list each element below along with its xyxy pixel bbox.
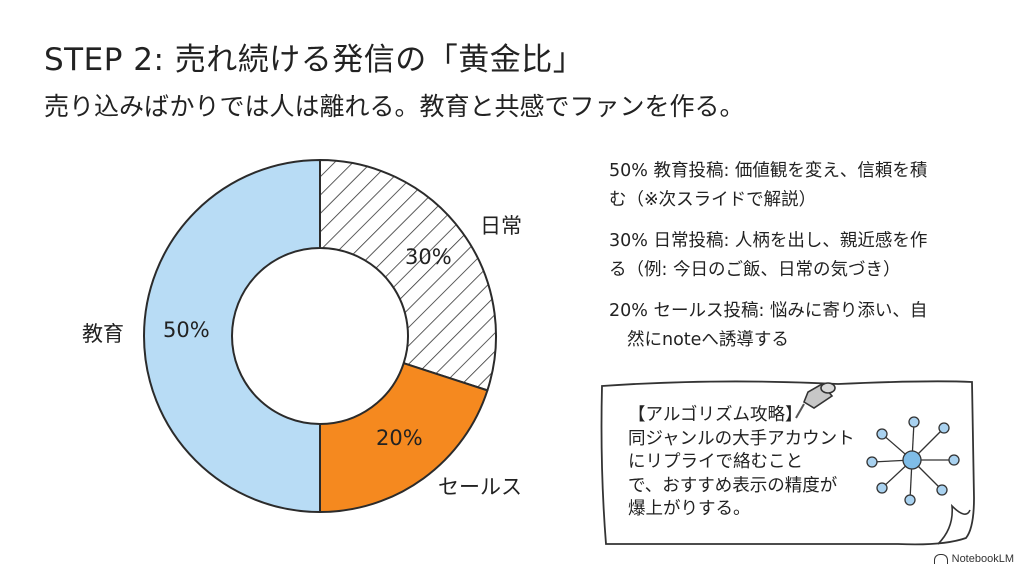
slice-sales: [319, 362, 489, 513]
note-sales-line: 20% セールス投稿: 悩みに寄り添い、自: [609, 301, 928, 321]
category-label-kyoiku: 教育: [82, 322, 124, 346]
value-label-sales: 20%: [376, 426, 423, 450]
notebooklm-logo-icon: [933, 554, 948, 564]
pushpin-icon: [795, 382, 836, 419]
note-daily: 30% 日常投稿: 人柄を出し、親近感を作 る（例: 今日のご飯、日常の気づき）: [609, 227, 979, 285]
brand-label: NotebookLM: [951, 553, 1014, 565]
note-sales-line: 然にnoteへ誘導する: [627, 330, 789, 350]
slide-title: STEP 2: 売れ続ける発信の「黄金比」: [44, 42, 585, 78]
notes-list: 50% 教育投稿: 価値観を変え、信頼を積 む（※次スライドで解説） 30% 日…: [609, 157, 979, 367]
sticky-note-line: で、おすすめ表示の精度が: [628, 475, 838, 496]
note-daily-line: 30% 日常投稿: 人柄を出し、親近感を作: [609, 231, 928, 251]
category-label-sales: セールス: [438, 475, 522, 499]
sticky-note-text: 【アルゴリズム攻略】 同ジャンルの大手アカウント にリプライで絡むこと で、おす…: [628, 404, 868, 522]
sticky-note: [600, 380, 975, 546]
note-education-line: 50% 教育投稿: 価値観を変え、信頼を積: [609, 161, 928, 181]
note-sales: 20% セールス投稿: 悩みに寄り添い、自 然にnoteへ誘導する: [609, 297, 979, 355]
note-education: 50% 教育投稿: 価値観を変え、信頼を積 む（※次スライドで解説）: [609, 157, 979, 215]
value-label-nichijo: 30%: [405, 245, 452, 269]
slide-subtitle: 売り込みばかりでは人は離れる。教育と共感でファンを作る。: [44, 92, 745, 121]
slice-kyoiku: [143, 159, 321, 513]
category-label-nichijo: 日常: [480, 214, 522, 238]
note-daily-line: る（例: 今日のご飯、日常の気づき）: [609, 260, 901, 280]
note-education-line: む（※次スライドで解説）: [609, 190, 817, 210]
sticky-note-line: 同ジャンルの大手アカウント: [628, 428, 855, 449]
value-label-kyoiku: 50%: [163, 318, 210, 342]
network-icon: [866, 416, 960, 506]
notebooklm-brand: NotebookLM: [933, 553, 1014, 565]
slice-nichijo: [319, 159, 497, 392]
sticky-note-line: 【アルゴリズム攻略】: [628, 405, 803, 425]
sticky-note-line: にリプライで絡むこと: [628, 452, 803, 472]
sticky-note-line: 爆上がりする。: [628, 499, 751, 519]
